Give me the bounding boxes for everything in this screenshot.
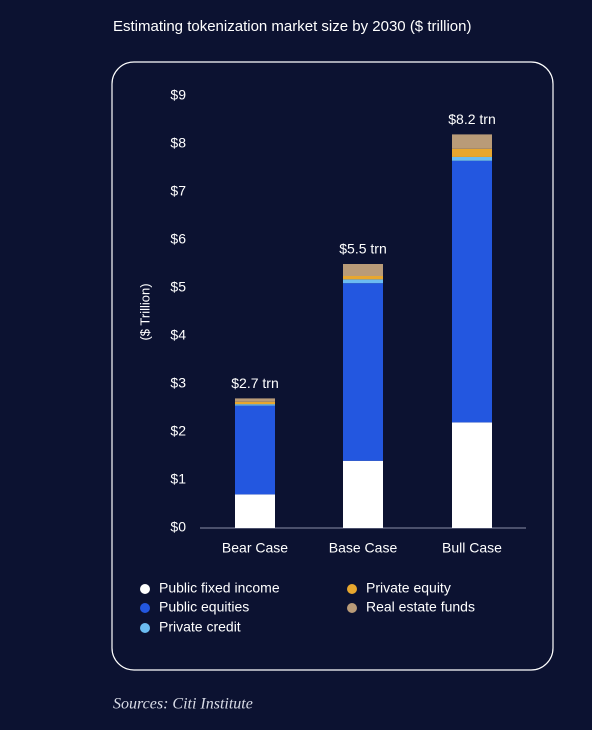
legend-label: Private equity	[366, 580, 451, 596]
x-tick-label: Bear Case	[222, 540, 288, 556]
legend-label: Public equities	[159, 599, 249, 615]
bar-segment	[452, 148, 492, 157]
chart-title: Estimating tokenization market size by 2…	[113, 18, 472, 35]
bar-segment	[343, 264, 383, 276]
bar-segment	[235, 404, 275, 406]
bar-segment	[452, 160, 492, 423]
chart-frame	[111, 61, 554, 671]
legend-swatch	[347, 603, 357, 613]
y-tick-label: $3	[170, 375, 186, 391]
x-tick-label: Bull Case	[442, 540, 502, 556]
legend-swatch	[140, 584, 150, 594]
total-label: $8.2 trn	[448, 111, 495, 127]
total-label: $5.5 trn	[339, 241, 386, 257]
bar-segment	[235, 398, 275, 402]
y-axis-label: ($ Trillion)	[137, 283, 152, 340]
y-tick-label: $8	[170, 135, 186, 151]
total-label: $2.7 trn	[231, 375, 278, 391]
bar-segment	[452, 134, 492, 149]
source: Sources: Citi Institute	[113, 696, 253, 713]
bar-segment	[235, 405, 275, 495]
y-tick-label: $9	[170, 87, 186, 103]
bar-segment	[235, 494, 275, 528]
x-tick-label: Base Case	[329, 540, 398, 556]
legend-swatch	[140, 603, 150, 613]
y-tick-label: $4	[170, 327, 186, 343]
bar-segment	[343, 283, 383, 461]
bar-segment	[343, 460, 383, 528]
legend-label: Real estate funds	[366, 599, 475, 615]
bar-segment	[343, 276, 383, 280]
bar-segment	[343, 279, 383, 284]
y-tick-label: $7	[170, 183, 186, 199]
legend-swatch	[140, 623, 150, 633]
y-tick-label: $2	[170, 423, 186, 439]
bar-segment	[452, 422, 492, 528]
legend-label: Private credit	[159, 619, 241, 635]
y-tick-label: $5	[170, 279, 186, 295]
y-tick-label: $1	[170, 471, 186, 487]
legend-swatch	[347, 584, 357, 594]
y-tick-label: $6	[170, 231, 186, 247]
y-tick-label: $0	[170, 519, 186, 535]
bar-segment	[452, 156, 492, 161]
bar-segment	[235, 401, 275, 405]
legend-label: Public fixed income	[159, 580, 280, 596]
